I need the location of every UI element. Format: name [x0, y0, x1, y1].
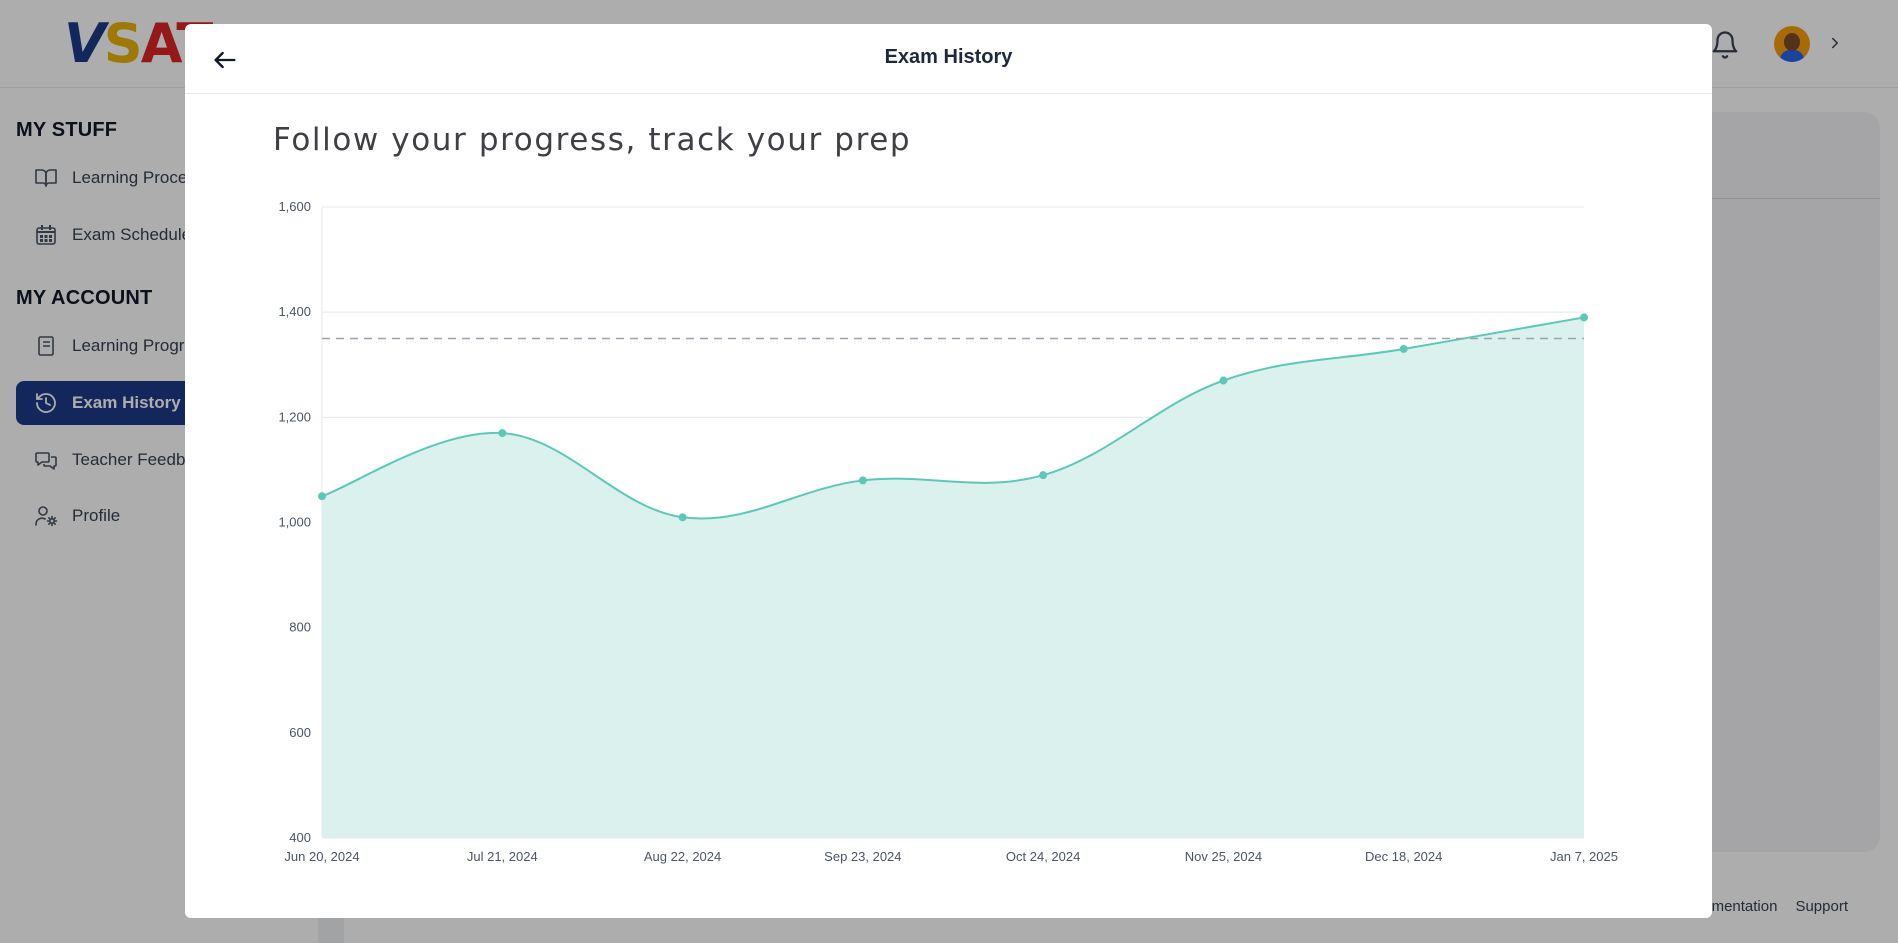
modal-header: Exam History [185, 24, 1712, 94]
sidebar-item-exam-schedule[interactable]: Exam Schedule [16, 213, 316, 257]
y-tick-label: 1,200 [278, 409, 311, 424]
chevron-right-icon[interactable] [1826, 32, 1844, 54]
footer-link-support[interactable]: Support [1795, 898, 1848, 915]
chat-bubbles-icon [35, 452, 57, 470]
history-icon [36, 393, 56, 413]
sidebar-item-label: Teacher Feedb [72, 450, 186, 469]
exam-score-chart: 400 600 800 1,000 1,200 1,400 1,600 Jun 20, 202… [278, 199, 1618, 864]
x-tick-label: Dec 18, 2024 [1365, 849, 1442, 864]
sidebar-item-label: Exam Schedule [72, 225, 192, 244]
section-title-my-stuff: MY STUFF [16, 119, 118, 141]
series-area-fill [322, 317, 1584, 838]
book-open-icon [35, 169, 57, 187]
section-title-my-account: MY ACCOUNT [16, 287, 153, 309]
avatar[interactable] [1774, 26, 1810, 62]
sidebar-item-label: Learning Progr [72, 336, 185, 355]
sidebar-item-profile[interactable]: Profile [16, 494, 316, 538]
back-arrow-icon[interactable] [211, 46, 239, 74]
x-tick-label: Nov 25, 2024 [1185, 849, 1262, 864]
x-tick-label: Jun 20, 2024 [284, 849, 359, 864]
footer-link-documentation[interactable]: umentation [1703, 898, 1778, 915]
data-point [1219, 376, 1228, 385]
y-tick-label: 1,600 [278, 199, 311, 214]
data-point [858, 476, 867, 485]
avatar-shirt [1780, 50, 1804, 62]
notebook-icon [38, 336, 54, 356]
footer-links: umentation Support [1703, 898, 1848, 915]
y-tick-label: 1,000 [278, 515, 311, 530]
data-point [318, 492, 326, 501]
sidebar-item-learning-process[interactable]: Learning Proce [16, 156, 316, 200]
calendar-icon [36, 225, 56, 245]
y-tick-label: 600 [289, 725, 311, 740]
user-settings-icon [35, 506, 58, 527]
series-line [321, 316, 1585, 520]
sidebar-item-label: Profile [72, 506, 121, 525]
x-tick-label: Oct 24, 2024 [1006, 849, 1080, 864]
sidebar-item-label: Learning Proce [72, 168, 188, 187]
x-tick-label: Jul 21, 2024 [467, 849, 538, 864]
y-tick-label: 400 [289, 830, 311, 845]
avatar-face [1784, 33, 1800, 51]
x-tick-label: Aug 22, 2024 [644, 849, 721, 864]
sidebar-item-learning-progress[interactable]: Learning Progr [16, 324, 316, 368]
x-tick-label: Sep 23, 2024 [824, 849, 901, 864]
data-point [1580, 313, 1588, 322]
y-tick-label: 1,400 [278, 304, 311, 319]
data-point [498, 429, 507, 438]
y-tick-label: 800 [289, 620, 311, 635]
sidebar-item-teacher-feedback[interactable]: Teacher Feedb [16, 438, 316, 482]
modal-subtitle: Follow your progress, track your prep [273, 122, 912, 158]
modal-title: Exam History [884, 46, 1013, 68]
data-point [1039, 471, 1048, 480]
data-point [678, 513, 687, 522]
sidebar-item-label: Exam History [72, 393, 181, 412]
x-tick-label: Jan 7, 2025 [1550, 849, 1618, 864]
bell-icon[interactable] [1710, 30, 1740, 60]
data-point [1399, 344, 1408, 353]
exam-history-modal: Exam History Follow your progress, track… [185, 24, 1712, 918]
